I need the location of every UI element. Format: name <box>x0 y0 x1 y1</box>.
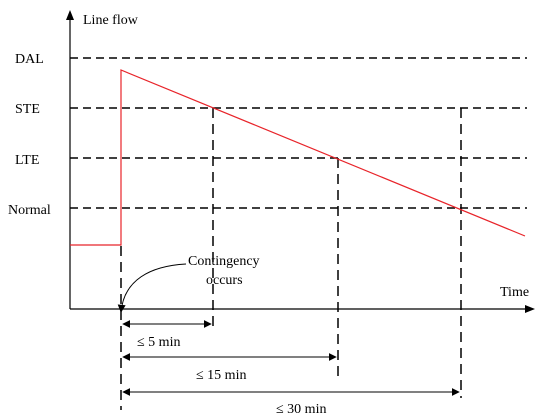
x-axis-label: Time <box>500 285 529 300</box>
x-axis-arrowhead <box>525 305 535 313</box>
level-label-ste: STE <box>15 102 40 117</box>
interval-label-normal: ≤ 30 min <box>276 402 326 416</box>
level-label-dal: DAL <box>15 52 44 67</box>
level-label-lte: LTE <box>15 153 39 168</box>
y-axis-arrowhead <box>66 10 74 20</box>
annotation-line1: Contingency <box>188 254 260 269</box>
level-label-normal: Normal <box>8 203 51 218</box>
contingency-pointer-arrow <box>117 263 187 313</box>
interval-label-ste: ≤ 5 min <box>137 335 180 350</box>
annotation-line2: occurs <box>206 273 243 288</box>
interval-label-lte: ≤ 15 min <box>196 368 246 383</box>
y-axis-label: Line flow <box>83 13 139 28</box>
line-flow-trace <box>70 69 526 246</box>
